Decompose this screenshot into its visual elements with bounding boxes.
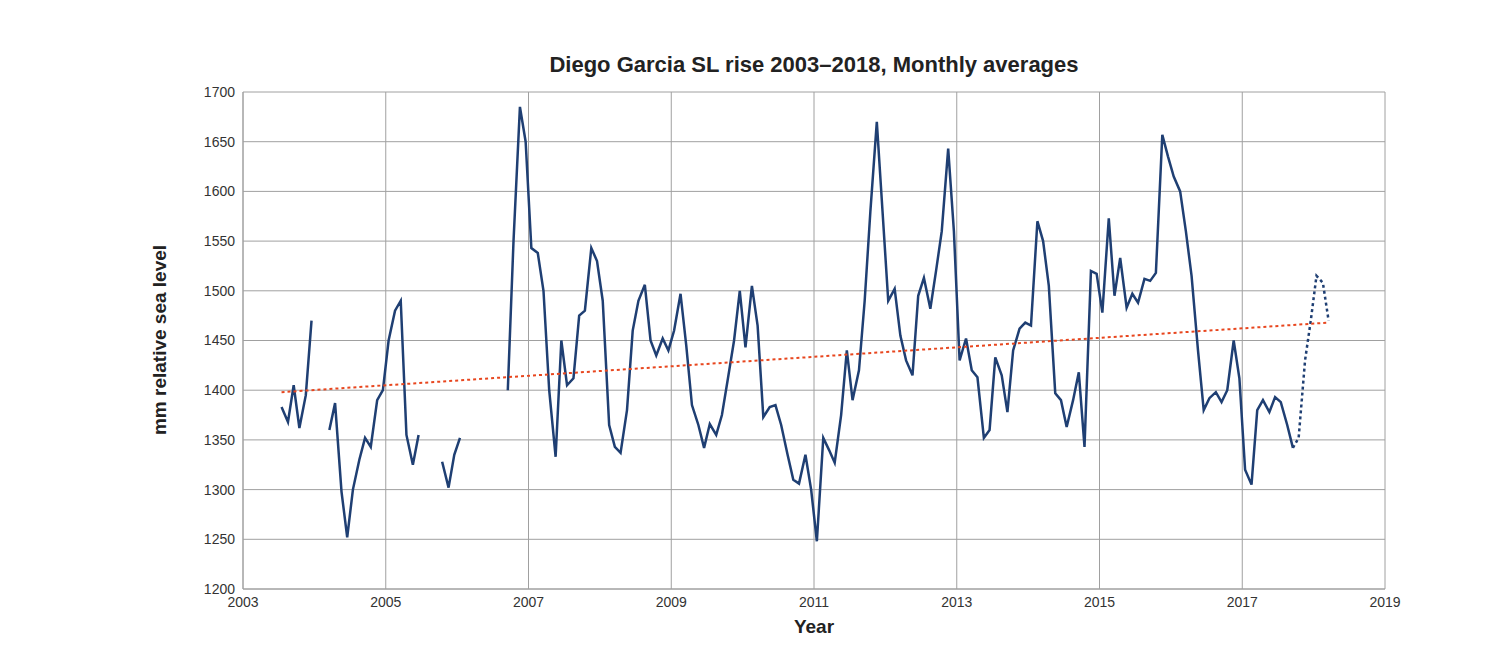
svg-text:2019: 2019 (1369, 594, 1400, 610)
svg-text:1350: 1350 (204, 432, 235, 448)
svg-text:2005: 2005 (370, 594, 401, 610)
svg-text:1200: 1200 (204, 581, 235, 597)
svg-text:1600: 1600 (204, 183, 235, 199)
svg-text:2013: 2013 (941, 594, 972, 610)
svg-text:1300: 1300 (204, 482, 235, 498)
svg-text:2003: 2003 (227, 593, 259, 610)
svg-text:2015: 2015 (1084, 594, 1115, 610)
svg-text:1450: 1450 (204, 332, 235, 348)
svg-text:2017: 2017 (1227, 594, 1258, 610)
html-text:mm relative sea level: mm relative sea level (149, 244, 170, 436)
svg-text:2009: 2009 (656, 594, 687, 610)
svg-text:1250: 1250 (204, 531, 235, 547)
html-text:Year: Year (793, 616, 835, 637)
html-text:Diego Garcia SL rise 2003–2018: Diego Garcia SL rise 2003–2018, Monthly … (549, 52, 1079, 77)
svg-text:1650: 1650 (204, 134, 235, 150)
svg-text:2011: 2011 (799, 594, 829, 610)
svg-text:1400: 1400 (204, 382, 235, 398)
svg-text:1500: 1500 (204, 283, 235, 299)
svg-text:2007: 2007 (513, 594, 544, 610)
svg-text:1550: 1550 (204, 233, 235, 249)
svg-text:1700: 1700 (204, 84, 235, 100)
